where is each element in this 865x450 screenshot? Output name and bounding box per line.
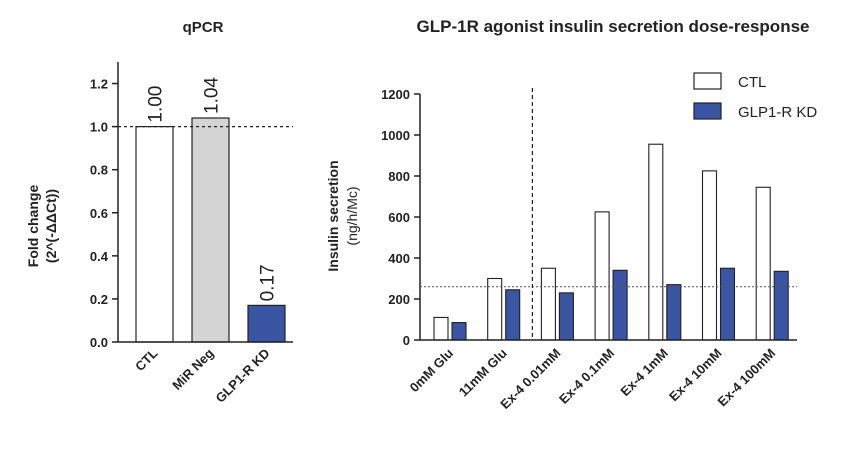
dose-bar [505,289,521,341]
dose-y-tick-label: 400 [388,251,410,266]
dose-category-label: Ex-4 1mM [617,346,671,400]
qpcr-data-label: 0.17 [258,264,279,301]
dose-y-tick-label: 800 [388,169,410,184]
dose-y-tick-label: 1200 [381,87,410,102]
dose-category-label: Ex-4 0.1mM [556,346,617,407]
dose-bar [666,284,682,341]
dose-bar [719,267,736,341]
dose-response-chart: GLP-1R agonist insulin secretion dose-re… [325,17,817,412]
qpcr-chart: qPCR Fold change (2^(-ΔΔCt)) 0.00.20.40.… [25,19,293,406]
dose-y-tick-label: 0 [403,333,410,348]
dose-bar [594,211,610,341]
dose-y-tick-label: 200 [388,292,410,307]
dose-category-label: 0mM Glu [407,345,456,394]
qpcr-y-tick-label: 0.2 [90,292,108,307]
qpcr-bar [247,304,286,343]
dose-bar [487,277,503,341]
qpcr-category-label: MiR Neg [169,345,216,392]
qpcr-y-tick-label: 0.6 [90,206,108,221]
qpcr-bar [191,117,230,343]
dose-legend: CTL GLP1-R KD [693,72,817,121]
qpcr-bars [135,117,286,343]
dose-ylabel: Insulin secretion [325,160,341,271]
dose-bar [612,269,628,341]
dose-ylabel-sub: (ng/h/Mc) [344,186,360,245]
legend-label-kd: GLP1-R KD [738,104,817,121]
dose-bars [433,143,789,341]
qpcr-data-label: 1.04 [202,77,223,114]
dose-bar [773,270,789,341]
dose-bar [648,143,664,341]
dose-bar [433,316,449,341]
qpcr-category-label: GLP1-R KD [212,346,272,406]
qpcr-category-label: CTL [132,345,161,374]
qpcr-ylabel-sub: (2^(-ΔΔCt)) [43,189,59,263]
dose-category-label: 11mM Glu [456,345,510,399]
dose-y-axis-ticks: 0 200 400 600 800 1000 1200 [381,87,420,348]
qpcr-y-tick-label: 1.2 [90,77,108,92]
qpcr-data-labels: 1.00 1.04 0.17 [146,77,279,302]
legend-swatch-kd [693,102,722,120]
legend-label-ctl: CTL [738,74,766,91]
qpcr-data-label: 1.00 [146,86,167,123]
qpcr-y-tick-label: 0.0 [90,335,108,350]
qpcr-y-tick-label: 0.4 [90,249,109,264]
qpcr-y-tick-label: 0.8 [90,163,108,178]
legend-swatch-ctl [693,72,722,90]
dose-y-tick-label: 600 [388,210,410,225]
qpcr-title: qPCR [183,19,224,36]
qpcr-y-axis-ticks: 0.0 0.2 0.4 0.6 0.8 1.0 1.2 [90,77,118,350]
dose-title: GLP-1R agonist insulin secretion dose-re… [417,17,810,36]
dose-bar [451,322,467,341]
dose-bar [558,292,574,341]
qpcr-y-tick-label: 1.0 [90,120,108,135]
qpcr-bar [135,126,174,343]
dose-bar [755,186,771,341]
dose-bar [701,170,718,341]
qpcr-ylabel: Fold change [25,185,41,268]
dose-bar [540,267,556,341]
dose-category-label: Ex-4 100mM [715,346,779,410]
dose-category-label: Ex-4 10mM [666,346,725,405]
dose-y-tick-label: 1000 [381,128,410,143]
